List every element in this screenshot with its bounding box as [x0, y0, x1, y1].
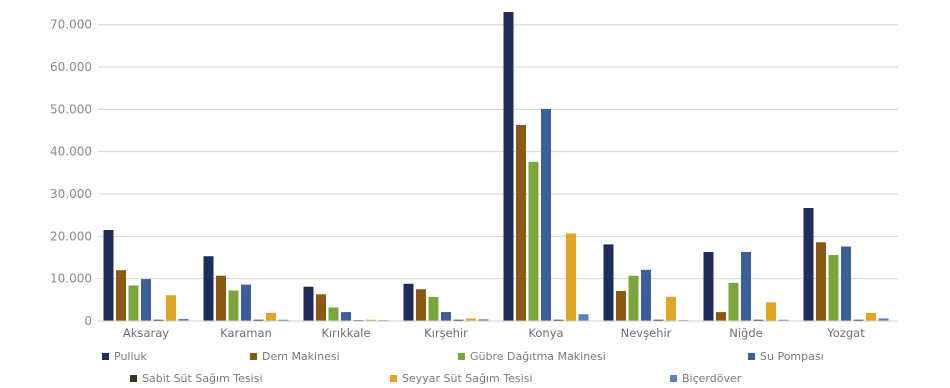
bar-kirsehir-pulluk	[403, 283, 414, 321]
bar-konya-dem-makinesi	[516, 125, 526, 321]
y-tick-label: 10.000	[50, 272, 92, 286]
bar-yozgat-su-pompasi	[841, 246, 851, 321]
bar-nigde-bicerdover	[778, 319, 789, 321]
bar-nigde-sabit-sut-sagim-tesisi	[753, 319, 764, 321]
bar-konya-bicerdover	[578, 314, 589, 321]
y-tick-label: 0	[84, 314, 92, 328]
bar-karaman-su-pompasi	[241, 284, 251, 321]
bar-karaman-bicerdover	[278, 319, 289, 321]
bar-karaman-pulluk	[203, 256, 214, 321]
bar-nevsehir-su-pompasi	[641, 269, 651, 321]
legend-item-bicerdover: Biçerdöver	[670, 372, 742, 385]
x-tick-label: Nevşehir	[621, 326, 672, 340]
legend-item-sabit-sut-sagim-tesisi: Sabit Süt Sağım Tesisi	[130, 372, 263, 385]
legend-item-gubre-dagitma-makinesi: Gübre Dağıtma Makinesi	[458, 350, 606, 363]
bar-kirsehir-seyyar-sut-sagim-tesisi	[466, 318, 476, 321]
bar-karaman-sabit-sut-sagim-tesisi	[253, 319, 264, 321]
legend-swatch	[670, 375, 677, 382]
bar-yozgat-sabit-sut-sagim-tesisi	[853, 319, 864, 321]
bar-aksaray-bicerdover	[178, 318, 189, 321]
x-tick-label: Kırıkkale	[321, 326, 370, 340]
bar-yozgat-dem-makinesi	[816, 242, 826, 321]
bar-aksaray-gubre-dagitma-makinesi	[128, 285, 139, 321]
bar-karaman-seyyar-sut-sagim-tesisi	[266, 312, 276, 321]
bar-nigde-gubre-dagitma-makinesi	[728, 282, 739, 321]
bar-kirsehir-sabit-sut-sagim-tesisi	[453, 319, 464, 321]
legend-swatch	[250, 353, 257, 360]
bar-nigde-seyyar-sut-sagim-tesisi	[766, 302, 776, 321]
y-tick-label: 60.000	[50, 60, 92, 74]
y-tick-label: 40.000	[50, 145, 92, 159]
bar-karaman-dem-makinesi	[216, 275, 226, 321]
y-tick-label: 70.000	[50, 18, 92, 32]
bar-karaman-gubre-dagitma-makinesi	[228, 290, 239, 321]
bar-konya-sabit-sut-sagim-tesisi	[553, 319, 564, 321]
bar-aksaray-pulluk	[103, 229, 114, 321]
bar-kirsehir-bicerdover	[478, 319, 489, 321]
bar-aksaray-su-pompasi	[141, 279, 151, 321]
y-tick-label: 20.000	[50, 229, 92, 243]
legend-item-dem-makinesi: Dem Makinesi	[250, 350, 340, 363]
bar-nevsehir-seyyar-sut-sagim-tesisi	[666, 296, 676, 321]
x-tick-label: Konya	[528, 326, 563, 340]
bar-aksaray-dem-makinesi	[116, 270, 126, 321]
bar-nevsehir-dem-makinesi	[616, 290, 626, 321]
y-tick-label: 30.000	[50, 187, 92, 201]
legend-label: Dem Makinesi	[262, 350, 340, 363]
y-axis: 0 10.000 20.000 30.000 40.000 50.000 60.000 70.…	[50, 18, 92, 328]
bar-kirikkale-gubre-dagitma-makinesi	[328, 307, 339, 321]
bar-yozgat-pulluk	[803, 207, 814, 321]
legend-label: Biçerdöver	[682, 372, 742, 385]
bar-nevsehir-sabit-sut-sagim-tesisi	[653, 319, 664, 321]
bar-kirikkale-su-pompasi	[341, 312, 351, 321]
legend-item-su-pompasi: Su Pompası	[748, 350, 824, 363]
legend-label: Sabit Süt Sağım Tesisi	[142, 372, 263, 385]
bar-kirsehir-gubre-dagitma-makinesi	[428, 296, 439, 321]
legend-swatch	[390, 375, 397, 382]
legend-swatch	[458, 353, 465, 360]
legend-label: Gübre Dağıtma Makinesi	[470, 350, 606, 363]
bar-aksaray-seyyar-sut-sagim-tesisi	[166, 295, 176, 321]
bar-konya-pulluk	[503, 12, 514, 321]
x-tick-label: Kırşehir	[424, 326, 468, 340]
x-tick-label: Karaman	[220, 326, 272, 340]
legend-label: Pulluk	[114, 350, 147, 363]
legend-label: Seyyar Süt Sağım Tesisi	[402, 372, 532, 385]
bar-kirsehir-dem-makinesi	[416, 289, 426, 321]
bars	[103, 12, 889, 321]
x-tick-label: Niğde	[729, 326, 762, 340]
bar-kirsehir-su-pompasi	[441, 312, 451, 321]
x-axis: Aksaray Karaman Kırıkkale Kırşehir Konya Nevş…	[123, 326, 865, 340]
bar-nevsehir-gubre-dagitma-makinesi	[628, 275, 639, 321]
x-tick-label: Aksaray	[123, 326, 169, 340]
bar-yozgat-gubre-dagitma-makinesi	[828, 254, 839, 321]
bar-nigde-su-pompasi	[741, 252, 751, 321]
legend-swatch	[130, 375, 137, 382]
bar-konya-su-pompasi	[541, 108, 551, 321]
legend-item-pulluk: Pulluk	[102, 350, 147, 363]
legend-swatch	[748, 353, 755, 360]
bar-kirikkale-pulluk	[303, 286, 314, 321]
bar-nevsehir-pulluk	[603, 244, 614, 321]
bar-kirikkale-dem-makinesi	[316, 294, 326, 321]
bar-yozgat-seyyar-sut-sagim-tesisi	[866, 312, 876, 321]
legend-item-seyyar-sut-sagim-tesisi: Seyyar Süt Sağım Tesisi	[390, 372, 532, 385]
bar-yozgat-bicerdover	[878, 318, 889, 321]
bar-nigde-dem-makinesi	[716, 312, 726, 321]
y-tick-label: 50.000	[50, 102, 92, 116]
legend-swatch	[102, 353, 109, 360]
bar-konya-seyyar-sut-sagim-tesisi	[566, 233, 576, 321]
legend-label: Su Pompası	[760, 350, 824, 363]
legend: Pulluk Dem Makinesi Gübre Dağıtma Makinesi…	[102, 350, 824, 385]
bar-kirikkale-seyyar-sut-sagim-tesisi	[366, 319, 376, 321]
gridlines	[98, 24, 898, 280]
bar-nigde-pulluk	[703, 252, 714, 321]
bar-konya-gubre-dagitma-makinesi	[528, 161, 539, 321]
x-tick-label: Yozgat	[826, 326, 865, 340]
bar-aksaray-sabit-sut-sagim-tesisi	[153, 319, 164, 321]
